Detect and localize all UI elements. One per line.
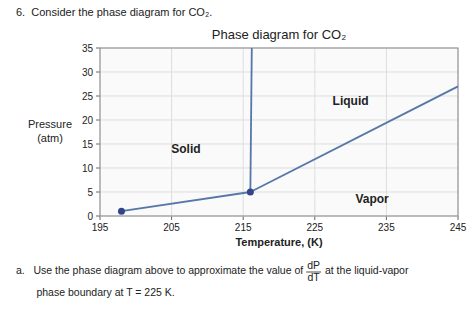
tick [171,216,172,220]
tick-label: 0 [87,211,93,222]
tick-label: 30 [82,67,94,78]
tick [314,216,315,220]
tick [96,192,100,193]
tick-label: 5 [87,187,93,198]
tick [96,72,100,73]
tick [96,168,100,169]
grid-line [100,72,458,73]
fraction-bar [306,272,321,273]
frame [100,48,458,216]
grid-line [100,96,458,97]
tick-label: 235 [378,222,395,233]
phase-boundary [250,86,458,192]
grid-line [243,48,244,216]
fraction-denominator: dT [307,271,320,283]
grid-line [171,48,172,216]
tick [96,120,100,121]
x-axis-label: Temperature, (K) [235,236,323,248]
question-text: a. Use the phase diagram above to approx… [16,264,303,276]
tick [243,216,244,220]
grid-line [100,120,458,121]
tick-label: 245 [450,222,467,233]
tick-label: 205 [163,222,180,233]
chart: 6. Consider the phase diagram for CO₂.Ph… [0,0,474,317]
tick [96,216,100,217]
tick [458,216,459,220]
tick-label: 195 [92,222,109,233]
tick-label: 10 [82,163,94,174]
title: Phase diagram for CO₂ [212,27,346,42]
phase-boundary [250,48,251,192]
question-text: phase boundary at T = 225 K. [16,286,175,298]
y-axis-label: Pressure [28,118,72,130]
point [247,189,254,196]
header: 6. Consider the phase diagram for CO₂. [16,6,212,18]
tick-label: 25 [82,91,94,102]
grid-line [100,192,458,193]
tick-label: 225 [306,222,323,233]
tick [100,216,101,220]
marks [118,48,458,215]
phase-label: Vapor [355,192,389,206]
phase-label: Solid [171,142,200,156]
point [118,208,125,215]
grid-line [386,48,387,216]
grid-line [100,144,458,145]
phase-boundary [121,192,250,211]
tick [96,144,100,145]
fraction-numerator: dP [307,259,320,271]
phase-label: Liquid [333,94,369,108]
tick-label: 35 [82,43,94,54]
tick [96,48,100,49]
tick-label: 215 [235,222,252,233]
y-axis-label: (atm) [37,132,63,144]
question-text: at the liquid-vapor [322,264,409,276]
grid-line [100,168,458,169]
tick [386,216,387,220]
tick [96,96,100,97]
plot-area [100,48,458,216]
grid-line [314,48,315,216]
tick-label: 20 [82,115,94,126]
tick-label: 15 [82,139,94,150]
